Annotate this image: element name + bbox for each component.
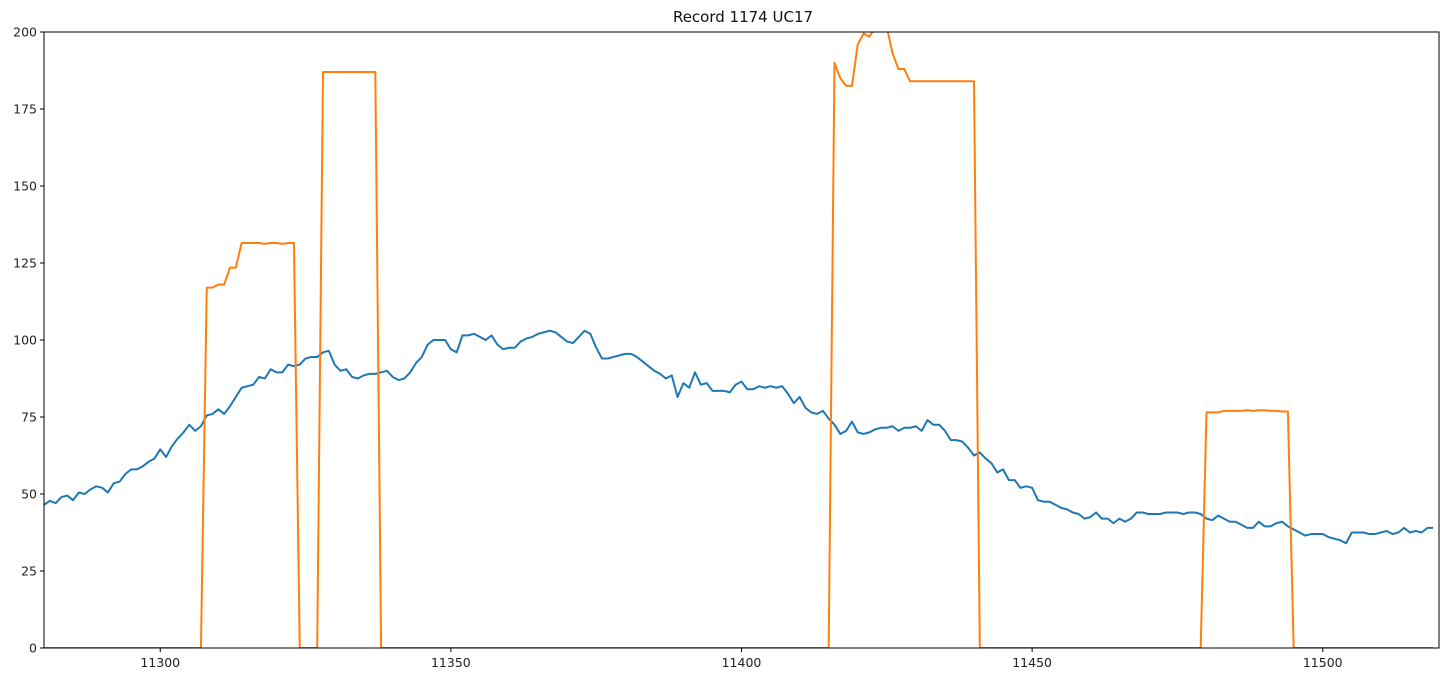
- y-tick-label: 0: [29, 641, 37, 656]
- x-tick-label: 11450: [1012, 655, 1052, 670]
- y-tick-label: 75: [21, 410, 37, 425]
- x-tick-label: 11500: [1303, 655, 1343, 670]
- y-tick-label: 200: [13, 25, 37, 40]
- x-tick-label: 11300: [140, 655, 180, 670]
- y-axis: 0 25 50 75 100 125 150 175 200: [13, 25, 44, 656]
- y-tick-label: 100: [13, 333, 37, 348]
- y-tick-label: 150: [13, 179, 37, 194]
- y-tick-label: 25: [21, 564, 37, 579]
- series-line-1: [44, 329, 1434, 545]
- y-tick-label: 175: [13, 102, 37, 117]
- series-line-2: [44, 32, 1434, 648]
- y-tick-label: 50: [21, 487, 37, 502]
- x-axis: 11300 11350 11400 11450 11500: [140, 648, 1343, 670]
- x-tick-label: 11400: [722, 655, 762, 670]
- chart-title: Record 1174 UC17: [673, 8, 813, 26]
- series-layer: [44, 32, 1434, 648]
- x-tick-label: 11350: [431, 655, 471, 670]
- y-tick-label: 125: [13, 256, 37, 271]
